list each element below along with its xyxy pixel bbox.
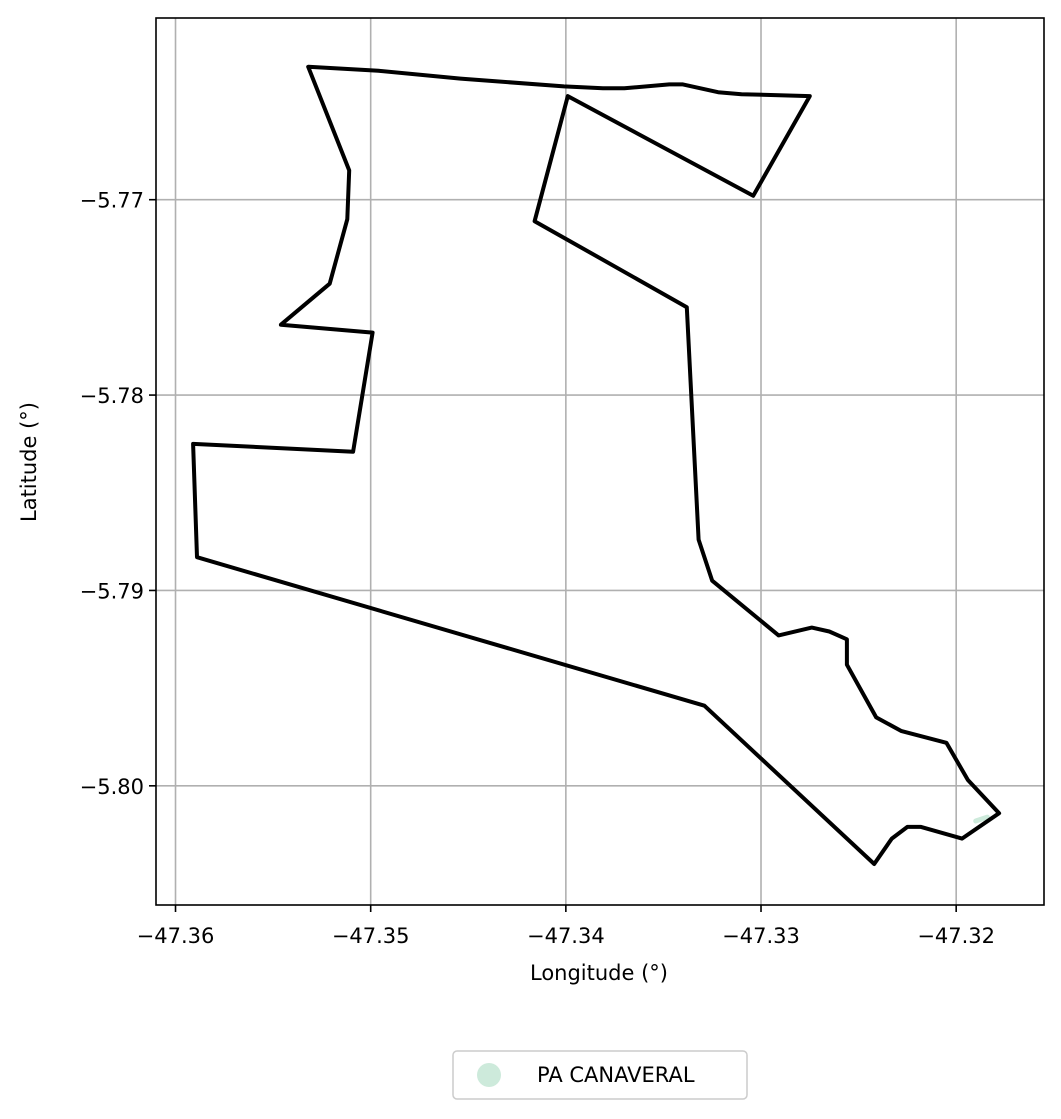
x-tick-label: −47.33 xyxy=(722,924,800,948)
y-axis-ticks: −5.77 −5.78 −5.79 −5.80 xyxy=(80,189,156,799)
x-axis-title: Longitude (°) xyxy=(530,961,668,985)
y-tick-label: −5.80 xyxy=(80,775,144,799)
y-tick-label: −5.79 xyxy=(80,579,144,603)
legend-box xyxy=(452,1050,748,1100)
x-tick-label: −47.36 xyxy=(137,924,215,948)
x-tick-label: −47.35 xyxy=(332,924,410,948)
x-tick-label: −47.32 xyxy=(917,924,995,948)
map-data xyxy=(191,64,1002,866)
legend-label: PA CANAVERAL xyxy=(537,1063,695,1087)
pa-canaveral-feature xyxy=(973,814,990,824)
y-tick-label: −5.77 xyxy=(80,189,144,213)
legend-marker xyxy=(477,1063,501,1087)
x-axis-ticks: −47.36 −47.35 −47.34 −47.33 −47.32 xyxy=(137,905,995,948)
y-axis-title: Latitude (°) xyxy=(17,402,41,522)
plot-frame xyxy=(155,17,1045,906)
x-tick-label: −47.34 xyxy=(527,924,605,948)
boundary-outline xyxy=(191,64,1002,866)
y-tick-label: −5.78 xyxy=(80,384,144,408)
grid-lines xyxy=(156,18,1044,905)
legend: PA CANAVERAL xyxy=(452,1050,748,1100)
